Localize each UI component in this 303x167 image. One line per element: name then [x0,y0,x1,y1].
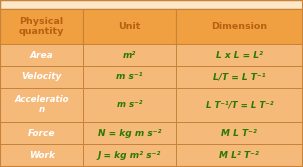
Text: J = kg m² s⁻²: J = kg m² s⁻² [98,151,161,160]
Text: Area: Area [30,51,54,60]
Bar [176,122,303,144]
Text: Physical
quantity: Physical quantity [19,17,64,36]
Text: N = kg m s⁻²: N = kg m s⁻² [98,129,161,138]
Text: Velocity: Velocity [22,72,62,81]
Text: Work: Work [29,151,55,160]
Text: L T⁻¹/T = L T⁻²: L T⁻¹/T = L T⁻² [206,100,273,109]
Text: m²: m² [123,51,136,60]
Bar [83,122,176,144]
Bar [176,66,303,88]
Bar [176,144,303,167]
Bar [83,66,176,88]
Text: L/T = L T⁻¹: L/T = L T⁻¹ [213,72,266,81]
Bar [83,44,176,66]
Bar [83,144,176,167]
Text: m s⁻²: m s⁻² [117,100,142,109]
Bar [0,0,303,9]
Text: Dimension: Dimension [211,22,268,31]
Bar [0,144,83,167]
Bar [0,88,83,122]
Bar [0,122,83,144]
Bar [176,9,303,44]
Bar [83,88,176,122]
Text: Unit: Unit [118,22,141,31]
Text: M L T⁻²: M L T⁻² [221,129,257,138]
Bar [0,44,83,66]
Bar [176,88,303,122]
Bar [83,9,176,44]
Bar [0,66,83,88]
Text: M L² T⁻²: M L² T⁻² [219,151,259,160]
Text: L x L = L²: L x L = L² [216,51,263,60]
Text: Force: Force [28,129,55,138]
Text: Acceleratio
n: Acceleratio n [15,95,69,115]
Bar [0,9,83,44]
Bar [176,44,303,66]
Text: m s⁻¹: m s⁻¹ [116,72,143,81]
